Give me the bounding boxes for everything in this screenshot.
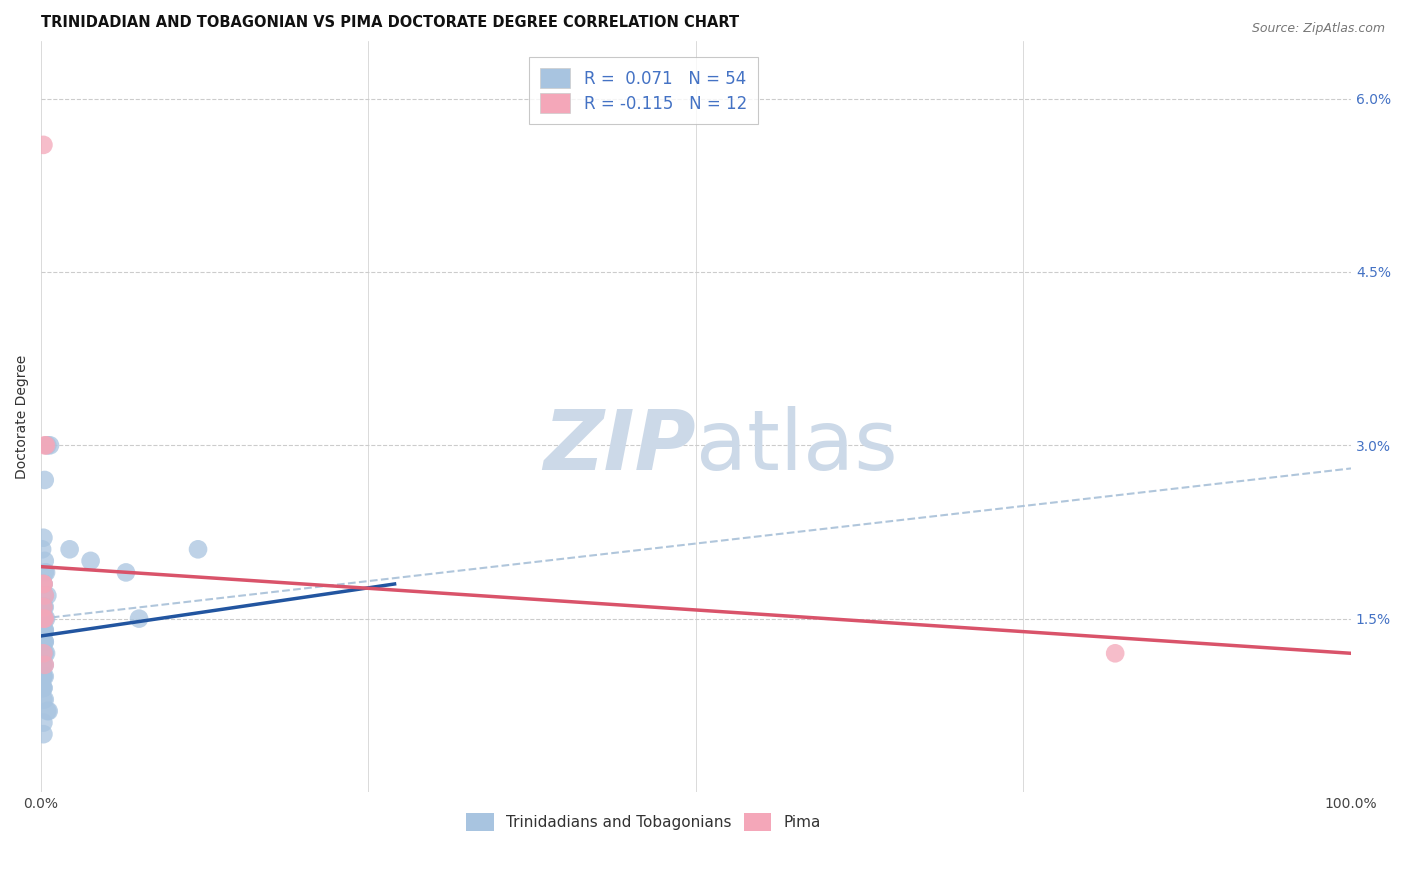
Point (35, 612, 58, 626)
Y-axis label: Doctorate Degree: Doctorate Degree (15, 354, 30, 478)
Point (34, 473, 56, 487)
Point (34, 692, 56, 706)
Point (32, 600, 55, 615)
Point (1104, 646, 1126, 660)
Point (37, 589, 59, 603)
Point (128, 612, 150, 626)
Point (32, 657, 55, 672)
Legend: Trinidadians and Tobagonians, Pima: Trinidadians and Tobagonians, Pima (460, 807, 827, 837)
Point (34, 589, 56, 603)
Point (37, 438, 59, 452)
Point (115, 566, 138, 580)
Point (187, 542, 209, 557)
Point (34, 623, 56, 637)
Point (34, 554, 56, 568)
Point (32, 577, 55, 591)
Point (34, 623, 56, 637)
Point (32, 623, 55, 637)
Point (32, 577, 55, 591)
Text: TRINIDADIAN AND TOBAGONIAN VS PIMA DOCTORATE DEGREE CORRELATION CHART: TRINIDADIAN AND TOBAGONIAN VS PIMA DOCTO… (41, 15, 740, 30)
Point (34, 612, 56, 626)
Text: Source: ZipAtlas.com: Source: ZipAtlas.com (1251, 22, 1385, 36)
Point (32, 600, 55, 615)
Point (34, 438, 56, 452)
Point (32, 681, 55, 695)
Point (59, 542, 82, 557)
Point (35, 646, 58, 660)
Point (34, 612, 56, 626)
Point (32, 137, 55, 152)
Point (32, 600, 55, 615)
Point (32, 669, 55, 683)
Point (32, 612, 55, 626)
Point (39, 438, 62, 452)
Point (34, 589, 56, 603)
Point (34, 669, 56, 683)
Point (32, 727, 55, 741)
Point (32, 600, 55, 615)
Point (38, 704, 60, 718)
Text: ZIP: ZIP (543, 406, 696, 487)
Point (31, 681, 53, 695)
Text: atlas: atlas (696, 406, 897, 487)
Point (34, 657, 56, 672)
Point (32, 612, 55, 626)
Point (34, 634, 56, 648)
Point (32, 634, 55, 648)
Point (31, 542, 53, 557)
Point (32, 577, 55, 591)
Point (32, 692, 55, 706)
Point (34, 634, 56, 648)
Point (31, 681, 53, 695)
Point (37, 704, 59, 718)
Point (35, 566, 58, 580)
Point (32, 577, 55, 591)
Point (32, 646, 55, 660)
Point (32, 623, 55, 637)
Point (32, 634, 55, 648)
Point (32, 531, 55, 545)
Point (79, 554, 101, 568)
Point (35, 438, 58, 452)
Point (34, 600, 56, 615)
Point (31, 612, 53, 626)
Point (34, 657, 56, 672)
Point (34, 646, 56, 660)
Point (31, 669, 53, 683)
Point (34, 566, 56, 580)
Point (32, 715, 55, 730)
Point (32, 681, 55, 695)
Point (32, 612, 55, 626)
Point (31, 657, 53, 672)
Point (32, 646, 55, 660)
Point (32, 669, 55, 683)
